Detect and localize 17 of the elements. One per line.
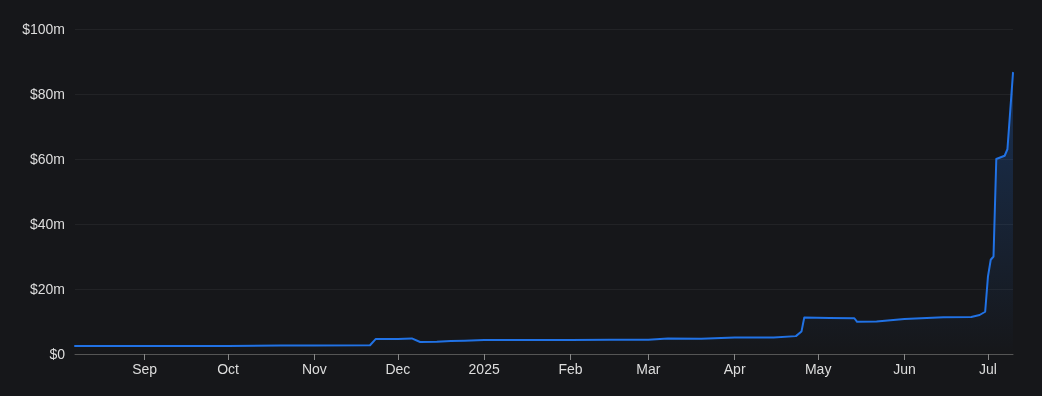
x-tick-label: Sep [132, 361, 158, 377]
y-tick-label: $0 [49, 346, 66, 362]
x-tick-label: Dec [385, 361, 411, 377]
x-tick-label: May [804, 361, 832, 377]
x-tick-label: Feb [558, 361, 583, 377]
x-tick-label: Nov [301, 361, 327, 377]
x-tick-label: 2025 [468, 361, 500, 377]
x-tick-label: Mar [636, 361, 661, 377]
x-tick-label: Jun [893, 361, 916, 377]
y-tick-label: $40m [29, 216, 65, 232]
x-tick-label: Oct [217, 361, 240, 377]
y-tick-label: $80m [29, 86, 65, 102]
x-tick-label: Jul [979, 361, 997, 377]
y-tick-label: $60m [29, 151, 65, 167]
y-tick-label: $20m [29, 281, 65, 297]
x-tick-label: Apr [723, 361, 746, 377]
y-tick-label: $100m [22, 21, 65, 37]
